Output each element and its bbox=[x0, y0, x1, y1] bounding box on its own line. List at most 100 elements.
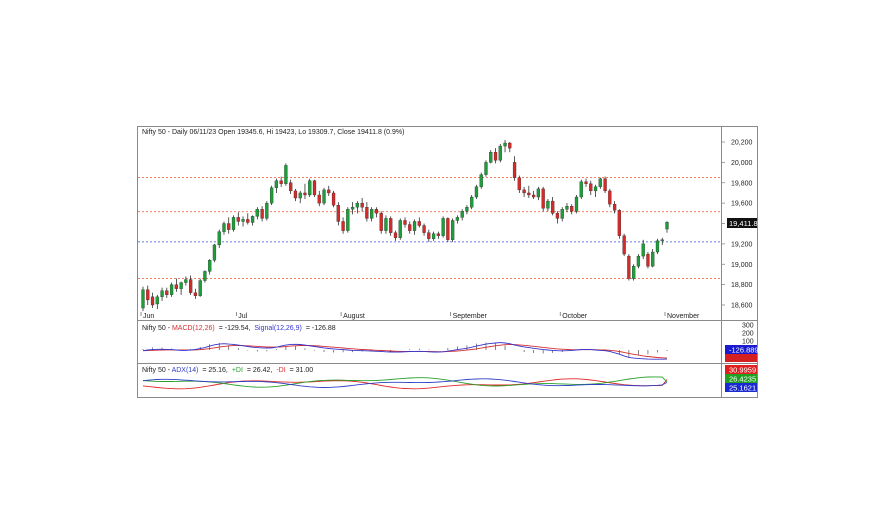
macd-label: MACD(12,26) bbox=[172, 325, 215, 332]
candle-body bbox=[636, 255, 641, 267]
candle bbox=[189, 275, 193, 295]
candle-body bbox=[298, 192, 302, 199]
price-header: Nifty 50 - Daily 06/11/23 Open 19345.6, … bbox=[142, 129, 404, 136]
candle bbox=[517, 175, 521, 193]
candle-body bbox=[169, 284, 174, 295]
candle bbox=[660, 237, 664, 245]
price-tick-label: 19,200 bbox=[731, 241, 753, 248]
candle bbox=[565, 203, 569, 213]
candle-body bbox=[208, 260, 212, 272]
candle bbox=[398, 218, 402, 240]
candle-body bbox=[260, 209, 264, 219]
candle-body bbox=[422, 225, 426, 233]
chart-border bbox=[137, 126, 758, 398]
candle bbox=[612, 201, 617, 214]
price-tick-label: 18,600 bbox=[731, 303, 753, 310]
candle bbox=[222, 221, 226, 235]
candle-body bbox=[393, 232, 398, 238]
candle-body bbox=[522, 189, 526, 194]
candle-body bbox=[651, 251, 655, 267]
candle-body bbox=[289, 182, 293, 192]
macd-panel-name: Nifty 50 bbox=[142, 325, 166, 332]
candle bbox=[284, 163, 288, 186]
candle-body bbox=[560, 209, 564, 219]
diplus-value: = 26.42, bbox=[247, 367, 273, 374]
candle bbox=[474, 184, 479, 200]
candle-body bbox=[417, 221, 421, 226]
candle bbox=[203, 270, 207, 283]
adx-header: Nifty 50 - ADX(14) = 25.16, +DI = 26.42,… bbox=[142, 367, 313, 374]
candle-body bbox=[350, 207, 355, 210]
candle-body bbox=[255, 209, 259, 217]
candle bbox=[536, 186, 541, 201]
diplus-line bbox=[142, 376, 668, 388]
candle bbox=[417, 217, 421, 228]
candle-body bbox=[227, 223, 231, 230]
candle-body bbox=[489, 152, 493, 163]
candle-body bbox=[365, 207, 369, 219]
candle bbox=[451, 218, 455, 242]
candle-body bbox=[451, 220, 455, 240]
candle-body bbox=[403, 220, 407, 225]
candle-body bbox=[474, 186, 479, 198]
adx-value: = 25.16, bbox=[202, 367, 228, 374]
candle bbox=[446, 217, 450, 242]
candle bbox=[165, 287, 169, 298]
month-labels: Jun Jul August September October November bbox=[140, 312, 700, 320]
candle bbox=[622, 233, 626, 257]
candle-body bbox=[303, 192, 307, 196]
candle bbox=[636, 254, 641, 269]
candle-body bbox=[479, 174, 483, 187]
diminus-line bbox=[142, 378, 668, 390]
candle bbox=[389, 216, 393, 236]
candle bbox=[303, 183, 307, 200]
candle bbox=[208, 259, 212, 275]
candle bbox=[460, 209, 464, 221]
diminus-label: -DI bbox=[276, 367, 285, 374]
candle-body bbox=[274, 180, 279, 188]
candle-body bbox=[493, 152, 498, 161]
candle bbox=[384, 215, 388, 234]
candle-body bbox=[551, 200, 555, 214]
candle bbox=[570, 204, 574, 215]
candle-body bbox=[331, 192, 336, 206]
candle-body bbox=[360, 202, 364, 208]
candle bbox=[231, 215, 236, 232]
macd-tick-label: 200 bbox=[742, 331, 754, 338]
macd-line bbox=[142, 342, 668, 360]
candle bbox=[465, 205, 469, 215]
candle bbox=[160, 287, 164, 301]
candle-body bbox=[336, 205, 340, 222]
candle-body bbox=[217, 231, 221, 246]
last-price-label: 19,411.8 bbox=[729, 219, 758, 228]
candle-body bbox=[146, 289, 150, 301]
candle-body bbox=[312, 180, 317, 196]
candle-body bbox=[565, 206, 569, 210]
candle bbox=[589, 180, 593, 195]
candle bbox=[198, 278, 202, 297]
candle-body bbox=[284, 165, 288, 184]
candle bbox=[527, 185, 531, 199]
candle-body bbox=[431, 233, 436, 239]
candle-body bbox=[184, 279, 188, 283]
macd-header: Nifty 50 - MACD(12,26) = -129.54, Signal… bbox=[142, 325, 336, 332]
candle bbox=[336, 202, 340, 226]
candle bbox=[479, 172, 483, 189]
candle-body bbox=[546, 200, 550, 209]
candle-body bbox=[612, 203, 617, 211]
candle bbox=[403, 217, 407, 228]
candle-body bbox=[355, 202, 359, 208]
candle-body bbox=[322, 189, 326, 204]
candle-body bbox=[250, 216, 255, 223]
candle-body bbox=[341, 221, 345, 231]
candle bbox=[322, 187, 326, 206]
candle-body bbox=[455, 217, 460, 221]
adx-layer bbox=[142, 376, 668, 390]
candle bbox=[489, 150, 493, 164]
candle-body bbox=[593, 186, 598, 192]
candle bbox=[641, 239, 645, 260]
candle bbox=[365, 202, 369, 222]
candle bbox=[584, 178, 588, 187]
candle-body bbox=[436, 233, 440, 236]
